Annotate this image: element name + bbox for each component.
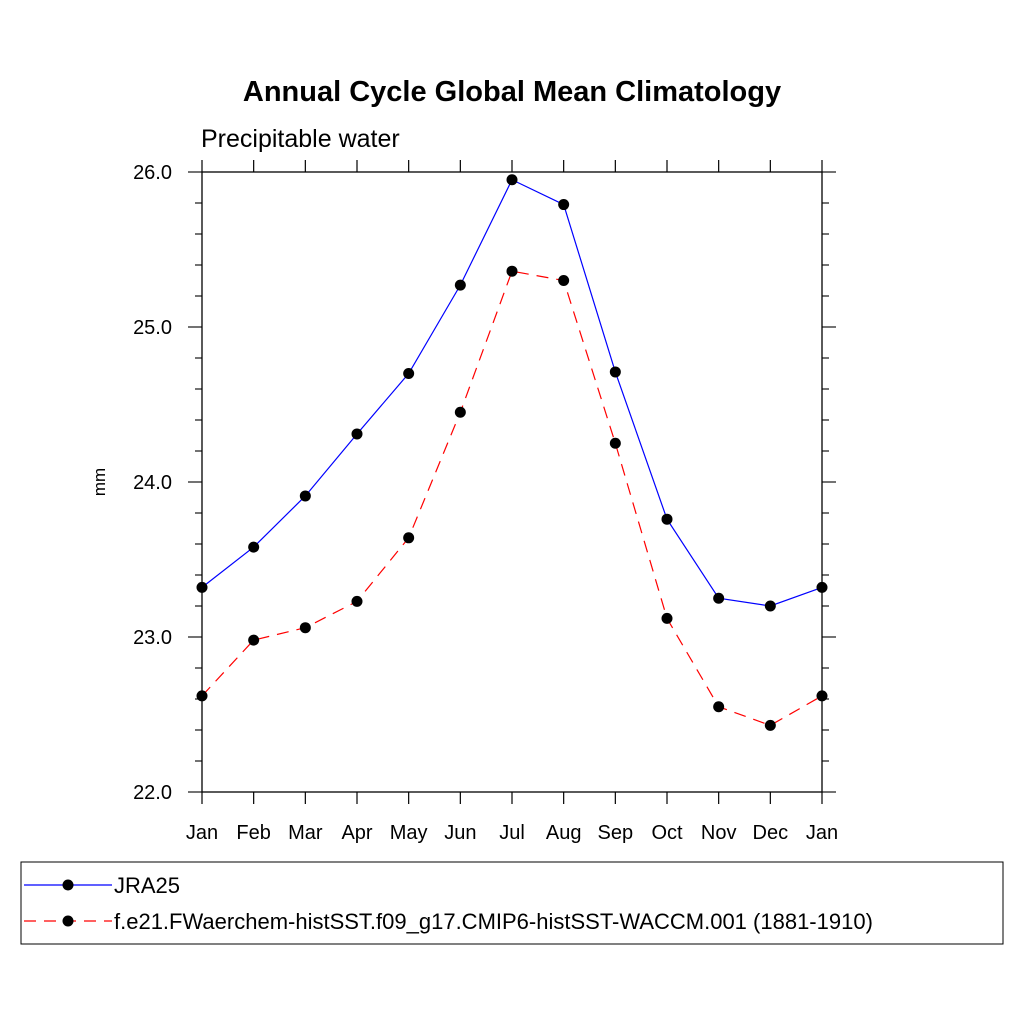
data-point bbox=[454, 279, 466, 291]
x-tick-label: Jun bbox=[444, 822, 476, 844]
data-point bbox=[454, 406, 466, 418]
data-point bbox=[196, 690, 208, 702]
x-tick-label: Dec bbox=[753, 822, 789, 844]
legend-item-2: f.e21.FWaerchem-histSST.f09_g17.CMIP6-hi… bbox=[24, 909, 873, 934]
legend-box bbox=[20, 861, 1004, 945]
data-point bbox=[713, 592, 725, 604]
x-tick-label: Jan bbox=[186, 822, 218, 844]
legend-item-1: JRA25 bbox=[24, 873, 180, 898]
data-point bbox=[558, 275, 570, 286]
data-point bbox=[661, 612, 673, 624]
data-point bbox=[506, 174, 518, 186]
x-tick-label: Aug bbox=[546, 822, 582, 844]
legend-marker bbox=[62, 879, 74, 891]
data-point bbox=[764, 600, 776, 612]
y-tick-label: 22.0 bbox=[133, 782, 172, 804]
x-tick-label: Sep bbox=[598, 822, 634, 844]
data-point bbox=[299, 622, 311, 634]
chart-subtitle: Precipitable water bbox=[201, 125, 400, 153]
y-tick-label: 25.0 bbox=[133, 317, 172, 339]
x-tick-label: Feb bbox=[236, 822, 270, 844]
data-point bbox=[609, 366, 621, 378]
data-point bbox=[248, 634, 260, 646]
y-tick-labels: 22.0 23.0 24.0 25.0 26.0 bbox=[133, 162, 172, 804]
x-tick-label: Oct bbox=[651, 822, 683, 844]
y-tick-label: 23.0 bbox=[133, 627, 172, 649]
x-tick-label: Jul bbox=[499, 822, 525, 844]
x-tick-label: Nov bbox=[701, 822, 737, 844]
x-tick-label: Apr bbox=[341, 822, 372, 844]
data-point bbox=[609, 437, 621, 449]
series-line bbox=[201, 178, 823, 607]
data-point bbox=[713, 701, 725, 713]
data-point bbox=[351, 595, 363, 607]
tick-marks bbox=[188, 160, 836, 804]
data-point bbox=[816, 581, 828, 593]
series-layer bbox=[196, 174, 828, 731]
series-2 bbox=[196, 265, 828, 731]
data-point bbox=[661, 513, 673, 525]
series-1 bbox=[196, 174, 828, 612]
data-point bbox=[403, 532, 415, 544]
data-point bbox=[196, 581, 208, 593]
data-point bbox=[558, 199, 570, 211]
data-point bbox=[764, 719, 776, 731]
data-point bbox=[403, 368, 415, 379]
legend: JRA25 f.e21.FWaerchem-histSST.f09_g17.CMI… bbox=[24, 873, 873, 934]
x-tick-label: Jan bbox=[806, 822, 838, 844]
data-point bbox=[299, 490, 311, 502]
x-tick-label: May bbox=[390, 822, 428, 844]
y-tick-label: 26.0 bbox=[133, 162, 172, 184]
x-tick-labels: Jan Feb Mar Apr May Jun Jul Aug Sep Oct Nov Dec Jan bbox=[186, 822, 838, 844]
chart-title: Annual Cycle Global Mean Climatology bbox=[243, 76, 781, 108]
plot-frame bbox=[201, 171, 823, 793]
legend-marker bbox=[62, 915, 74, 927]
y-tick-label: 24.0 bbox=[133, 472, 172, 494]
data-point bbox=[248, 541, 260, 553]
legend-label: JRA25 bbox=[114, 873, 180, 898]
x-tick-label: Mar bbox=[288, 822, 323, 844]
y-axis-label: mm bbox=[90, 468, 109, 496]
data-point bbox=[351, 428, 363, 440]
data-point bbox=[506, 265, 518, 277]
legend-label: f.e21.FWaerchem-histSST.f09_g17.CMIP6-hi… bbox=[114, 909, 873, 934]
data-point bbox=[816, 690, 828, 702]
series-line bbox=[201, 270, 823, 727]
